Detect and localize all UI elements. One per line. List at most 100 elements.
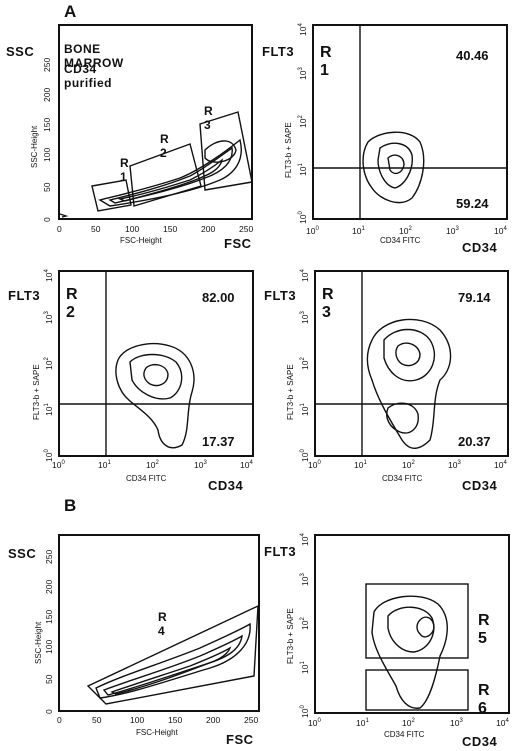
panel-header-line2: CD34 purified	[64, 62, 112, 90]
gate-r2	[129, 143, 202, 207]
x-tick: 103	[446, 226, 459, 236]
x-tick: 102	[402, 718, 415, 728]
contour-mid	[108, 146, 233, 204]
gate-label: R 1	[320, 44, 332, 79]
y-tick: 101	[300, 661, 310, 674]
panel-header-line1: BONE MARROW	[64, 42, 124, 70]
gate-r5	[365, 583, 469, 659]
y-tick: 100	[300, 705, 310, 718]
x-axis-label: CD34	[208, 478, 244, 493]
x-axis-title: CD34 FITC	[384, 730, 425, 739]
y-axis-label: SSC	[6, 44, 35, 59]
region-label-r1: R 1	[120, 156, 129, 184]
x-tick: 0	[57, 715, 62, 725]
contour-inner	[117, 158, 224, 202]
gate-r6	[365, 669, 469, 711]
upper-quadrant-percent: 40.46	[456, 48, 489, 63]
x-tick: 101	[352, 226, 365, 236]
x-tick: 104	[240, 460, 253, 470]
lower-quadrant-percent: 59.24	[456, 196, 489, 211]
x-tick: 200	[206, 715, 221, 725]
x-tick: 101	[356, 718, 369, 728]
section-label-b: B	[64, 496, 77, 515]
region-label-r5: R 5	[478, 612, 490, 647]
x-tick: 0	[57, 224, 62, 234]
plot-frame	[312, 24, 508, 220]
y-tick: 102	[300, 617, 310, 630]
y-axis-label: FLT3	[8, 288, 41, 303]
x-tick: 100	[308, 718, 321, 728]
x-tick: 50	[91, 224, 101, 234]
contour-inner	[110, 646, 232, 695]
gate-r1	[91, 179, 132, 212]
contour-outer	[98, 138, 242, 207]
contour-lower	[386, 402, 419, 434]
x-tick: 200	[201, 224, 216, 234]
y-axis-label: FLT3	[264, 544, 297, 559]
contour-mid	[377, 142, 413, 189]
x-tick: 104	[494, 226, 507, 236]
x-tick: 100	[130, 715, 145, 725]
x-tick: 150	[168, 715, 183, 725]
contour-outer	[362, 131, 425, 204]
x-tick: 50	[92, 715, 102, 725]
x-tick: 103	[448, 460, 461, 470]
x-tick: 102	[399, 226, 412, 236]
contour-mid	[129, 353, 183, 400]
x-axis-title: CD34 FITC	[382, 474, 423, 483]
plot-frame	[314, 270, 509, 457]
x-tick: 100	[308, 460, 321, 470]
contour-outer	[95, 622, 251, 699]
contour-inner	[395, 342, 421, 367]
x-axis-title: FSC-Height	[120, 236, 162, 245]
x-tick: 150	[163, 224, 178, 234]
y-axis-label: FLT3	[264, 288, 297, 303]
plot-frame	[58, 534, 260, 712]
x-tick: 250	[244, 715, 259, 725]
x-axis-label: FSC	[224, 236, 252, 251]
x-axis-label: CD34	[462, 478, 498, 493]
x-tick: 103	[194, 460, 207, 470]
x-tick: 100	[52, 460, 65, 470]
upper-quadrant-percent: 82.00	[202, 290, 235, 305]
x-tick: 100	[306, 226, 319, 236]
x-tick: 102	[146, 460, 159, 470]
x-tick: 103	[450, 718, 463, 728]
region-label-r2: R 2	[160, 132, 169, 160]
region-label-r4: R 4	[158, 610, 167, 638]
x-tick: 104	[496, 718, 509, 728]
y-tick: 104	[300, 533, 310, 546]
contour-r3-blob	[204, 140, 237, 163]
contour-outer	[366, 318, 452, 449]
plot-frame	[314, 534, 510, 714]
x-tick: 101	[98, 460, 111, 470]
contour-inner	[416, 616, 435, 638]
region-label-r6: R 6	[478, 682, 490, 717]
x-axis-label: FSC	[226, 732, 254, 747]
contour-inner	[387, 154, 405, 175]
contour-mid	[383, 328, 435, 382]
contour-outer	[115, 342, 195, 449]
x-tick: 250	[239, 224, 254, 234]
y-axis-label: SSC	[8, 546, 37, 561]
contour-inner	[143, 363, 169, 387]
gate-label: R 2	[66, 286, 78, 321]
contour-mid	[387, 606, 435, 653]
upper-quadrant-percent: 79.14	[458, 290, 491, 305]
y-axis-label: FLT3	[262, 44, 295, 59]
x-tick: 104	[494, 460, 507, 470]
debris-mark	[59, 213, 69, 218]
x-axis-title: CD34 FITC	[126, 474, 167, 483]
y-tick: 103	[300, 573, 310, 586]
x-axis-title: CD34 FITC	[380, 236, 421, 245]
region-label-r3: R 3	[204, 104, 213, 132]
gate-label: R 3	[322, 286, 334, 321]
x-tick: 101	[354, 460, 367, 470]
contour-outer	[371, 595, 448, 709]
